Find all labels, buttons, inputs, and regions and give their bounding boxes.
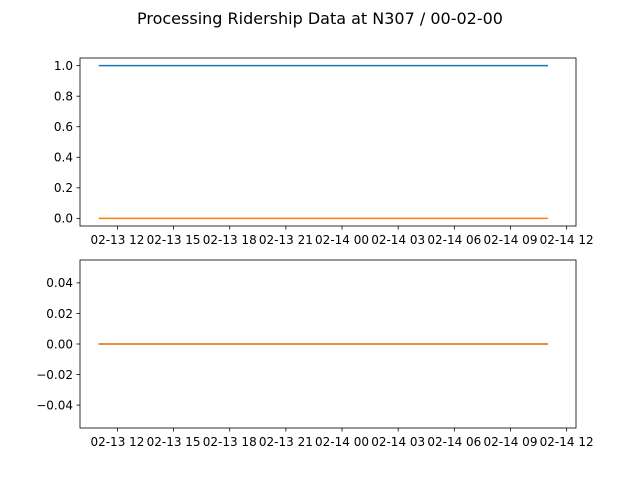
subplot-1: 02-13 12 02-13 15 02-13 18 02-13 21 02-14 00… [54, 57, 594, 247]
x-tick-label: 02-13 15 [147, 435, 201, 449]
y-tick-label: 0.00 [46, 337, 73, 351]
x-tick-label: 02-14 06 [427, 233, 481, 247]
x-tick-label: 02-13 18 [203, 233, 257, 247]
x-tick-label: 02-14 09 [484, 435, 538, 449]
x-tick-label: 02-14 03 [371, 233, 425, 247]
y-tick-label: 1.0 [54, 59, 73, 73]
y-tick-label: 0.2 [54, 181, 73, 195]
y-tick-label: 0.04 [46, 276, 73, 290]
x-tick-label: 02-14 12 [540, 435, 594, 449]
x-tick-label: 02-14 03 [371, 435, 425, 449]
y-tick-label: 0.02 [46, 307, 73, 321]
y-tick-label: 0.6 [54, 120, 73, 134]
y-tick-label: 0.0 [54, 212, 73, 226]
x-tick-label: 02-14 00 [315, 233, 369, 247]
x-tick-label: 02-13 15 [147, 233, 201, 247]
x-tick-label: 02-13 12 [90, 233, 144, 247]
y-tick-label: −0.02 [36, 368, 73, 382]
x-tick-label: 02-13 21 [259, 233, 313, 247]
x-tick-label: 02-13 18 [203, 435, 257, 449]
plots-group: 02-13 12 02-13 15 02-13 18 02-13 21 02-14 00… [36, 57, 594, 449]
y-tick-label: 0.4 [54, 151, 73, 165]
figure-title: Processing Ridership Data at N307 / 00-0… [137, 9, 503, 28]
x-tick-label: 02-13 12 [90, 435, 144, 449]
axes-frame [79, 57, 577, 227]
y-tick-label: 0.8 [54, 89, 73, 103]
x-tick-label: 02-14 12 [540, 233, 594, 247]
x-tick-label: 02-14 06 [427, 435, 481, 449]
x-tick-label: 02-13 21 [259, 435, 313, 449]
y-tick-label: −0.04 [36, 398, 73, 412]
x-tick-label: 02-14 09 [484, 233, 538, 247]
subplot-2: 02-13 12 02-13 15 02-13 18 02-13 21 02-14 00… [36, 259, 594, 449]
x-tick-label: 02-14 00 [315, 435, 369, 449]
